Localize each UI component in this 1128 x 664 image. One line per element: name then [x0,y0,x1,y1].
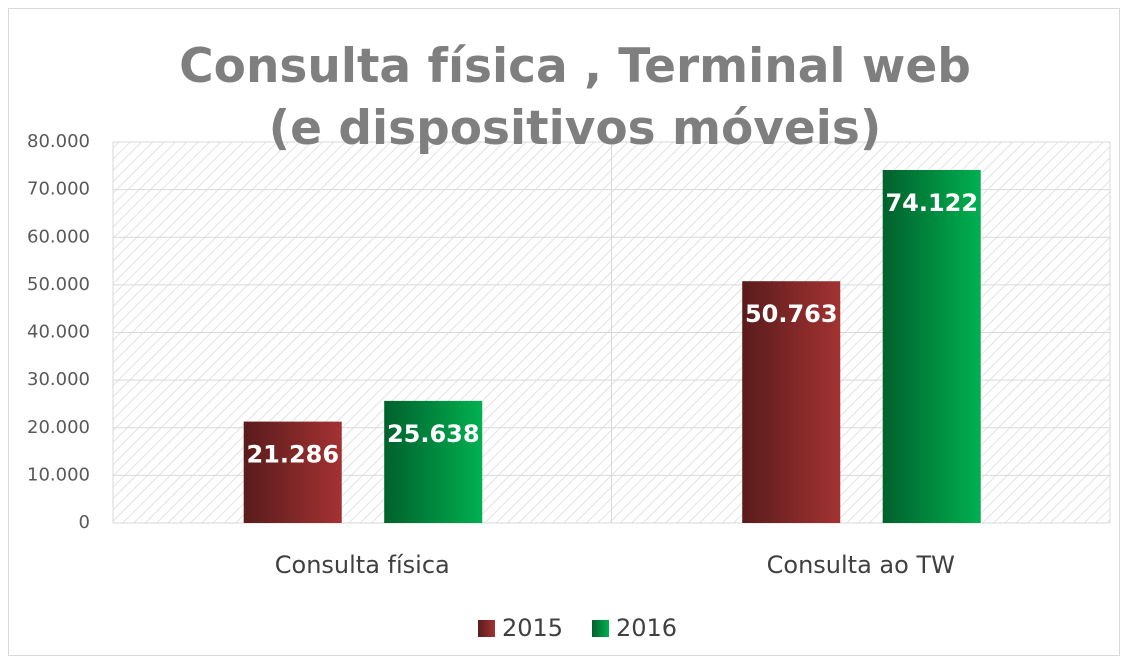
legend-swatch-shade [592,620,609,637]
y-tick-label: 30.000 [27,369,90,390]
chart-title: Consulta física , Terminal web (e dispos… [179,39,971,156]
y-tick-label: 10.000 [27,464,90,485]
x-tick-label: Consulta ao TW [767,551,955,579]
y-tick-label: 80.000 [27,131,90,152]
bar [882,169,981,524]
legend-swatch-shade [478,620,495,637]
y-tick-label: 40.000 [27,322,90,343]
y-tick-label: 60.000 [27,226,90,247]
legend-label: 2015 [502,614,563,642]
data-label: 50.763 [745,300,838,328]
bar [243,421,342,523]
legend-label: 2016 [616,614,677,642]
data-label: 21.286 [246,441,339,469]
y-tick-label: 50.000 [27,274,90,295]
y-tick-label: 70.000 [27,179,90,200]
data-label: 74.122 [885,189,978,217]
data-label: 25.638 [387,420,480,448]
x-tick-label: Consulta física [275,551,450,579]
y-tick-label: 0 [79,512,90,533]
y-tick-label: 20.000 [27,417,90,438]
